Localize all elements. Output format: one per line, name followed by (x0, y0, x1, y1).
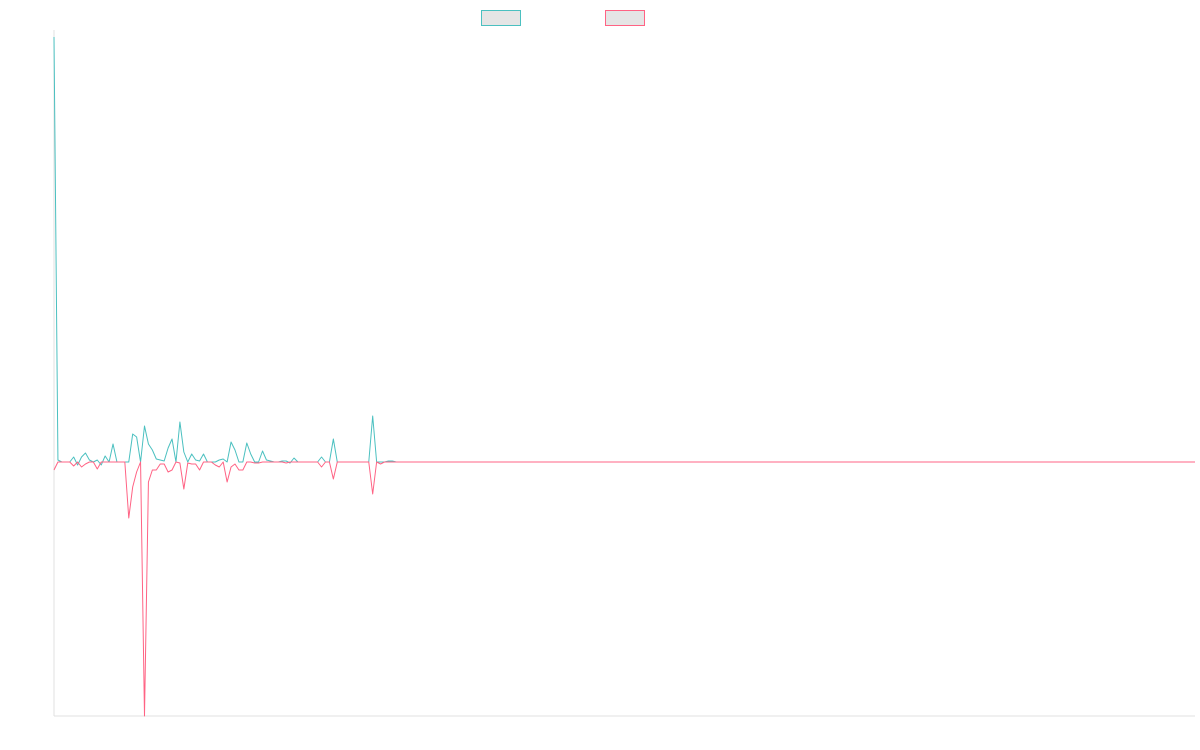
series-layer (53, 36, 1195, 717)
series-line-1 (53, 36, 1195, 466)
legend-swatch-2[interactable] (605, 10, 645, 26)
legend-swatch-1[interactable] (481, 10, 521, 26)
series-line-2 (53, 461, 1195, 717)
legend (481, 10, 645, 26)
